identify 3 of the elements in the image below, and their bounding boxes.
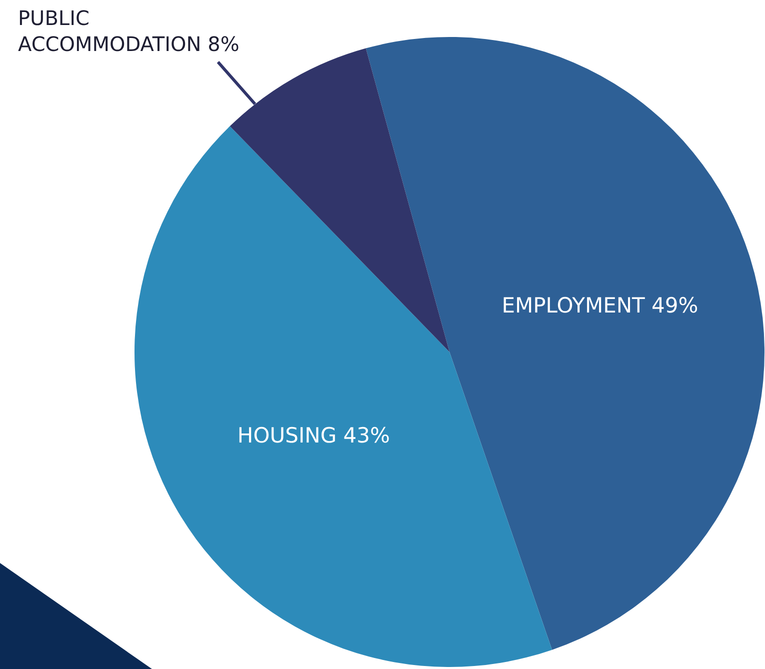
slice-label: EMPLOYMENT 49%	[502, 293, 698, 318]
slice-label: HOUSING 43%	[237, 424, 390, 448]
slice-label: PUBLIC ACCOMMODATION 8%	[18, 6, 240, 56]
